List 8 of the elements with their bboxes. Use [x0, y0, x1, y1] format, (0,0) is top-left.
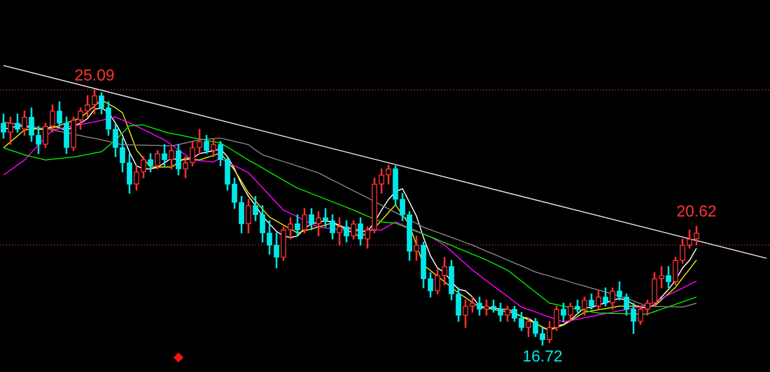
candlestick — [322, 208, 328, 228]
annotation: 20.62 — [676, 204, 717, 221]
annotation: 25.09 — [74, 67, 115, 84]
candlestick — [658, 266, 664, 288]
candlestick — [470, 296, 476, 313]
candlestick — [484, 300, 490, 316]
candlestick — [336, 217, 342, 246]
annotation: 16.72 — [522, 348, 563, 366]
